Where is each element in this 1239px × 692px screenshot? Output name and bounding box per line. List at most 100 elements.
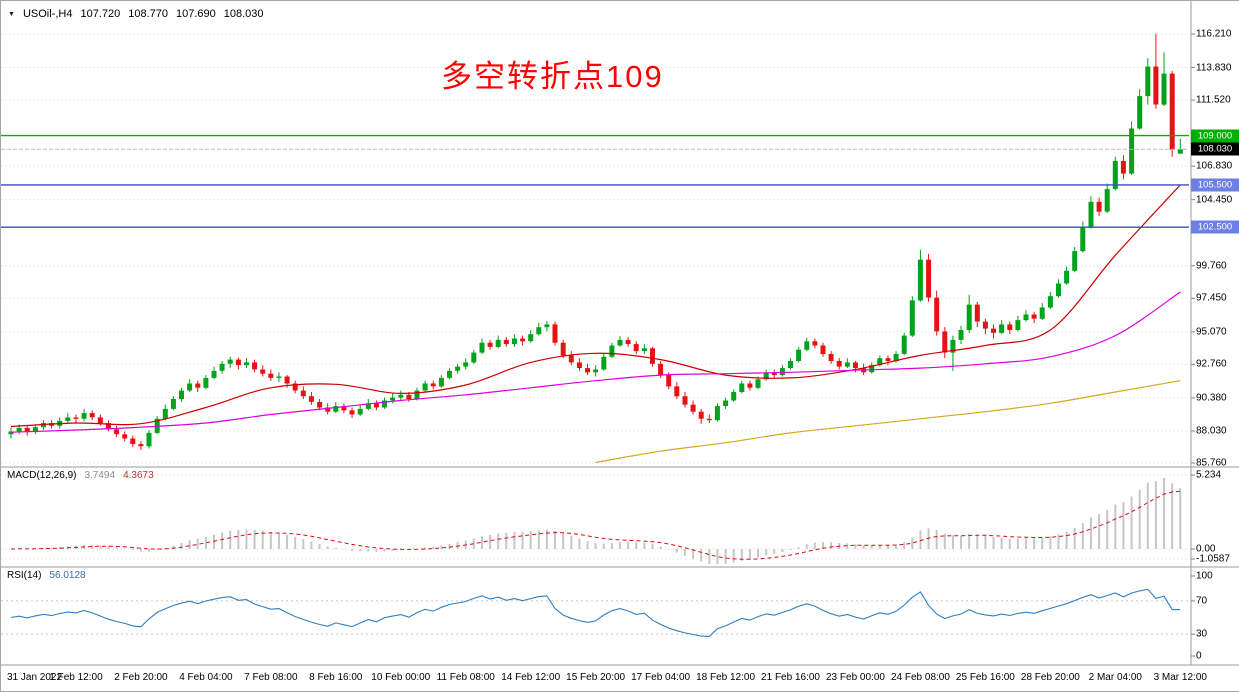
candle-body xyxy=(658,363,664,376)
candle-body xyxy=(771,372,777,376)
candle-body xyxy=(1112,160,1118,190)
candle-body xyxy=(609,345,615,357)
price-tick-label: 99.760 xyxy=(1196,260,1227,272)
candle-body xyxy=(430,383,436,387)
candle-body xyxy=(130,438,136,445)
candle-body xyxy=(796,349,802,361)
candle-body xyxy=(747,383,753,388)
candle-body xyxy=(934,297,940,332)
x-axis-label: 17 Feb 04:00 xyxy=(631,672,691,683)
rsi-line xyxy=(10,588,1181,637)
candle-body xyxy=(788,361,793,368)
rsi-tick-label: 100 xyxy=(1196,570,1213,582)
candle-body xyxy=(1007,324,1013,330)
candle-body xyxy=(276,376,282,378)
candle-body xyxy=(593,369,599,373)
candle-body xyxy=(308,396,314,402)
hline-price-tag: 102.500 xyxy=(1191,220,1239,234)
candle-body xyxy=(16,427,22,432)
candle-body xyxy=(528,334,534,342)
price-tick-label: 113.830 xyxy=(1196,62,1232,74)
price-tick-label: 104.450 xyxy=(1196,194,1233,206)
macd-main-value: 3.7494 xyxy=(84,470,116,481)
candle-body xyxy=(1088,201,1094,228)
candle-body xyxy=(268,373,274,378)
candle-body xyxy=(853,362,858,368)
candle-body xyxy=(1153,66,1159,105)
macd-signal-line xyxy=(10,490,1181,560)
candle-body xyxy=(804,341,810,350)
candle-body xyxy=(779,368,785,376)
candle-body xyxy=(1096,201,1102,212)
candle-body xyxy=(438,377,444,387)
rsi-tick-label: 70 xyxy=(1196,595,1208,607)
chart-menu-triangle-icon[interactable]: ▼ xyxy=(8,11,15,18)
candle-body xyxy=(146,432,152,447)
rsi-value: 56.0128 xyxy=(49,570,86,581)
price-tick-label: 97.450 xyxy=(1196,292,1227,304)
candle-body xyxy=(179,390,184,400)
candle-body xyxy=(495,339,501,347)
candle-body xyxy=(731,392,737,401)
candle-body xyxy=(187,383,193,391)
candle-body xyxy=(455,366,461,371)
candle-body xyxy=(244,362,249,366)
x-axis-label: 18 Feb 12:00 xyxy=(696,672,756,683)
candle-body xyxy=(1056,283,1061,297)
candle-body xyxy=(674,386,680,397)
candle-body xyxy=(869,365,875,373)
candle-body xyxy=(1047,296,1053,308)
candle-body xyxy=(641,348,647,352)
candle-body xyxy=(65,417,71,421)
candle-body xyxy=(1177,149,1183,154)
macd-signal-value: 4.3673 xyxy=(123,470,154,481)
quote-high: 108.770 xyxy=(128,8,168,20)
chart-annotation-text: 多空转折点109 xyxy=(441,59,664,94)
candle-body xyxy=(698,411,704,419)
candle-body xyxy=(739,383,745,392)
candle-body xyxy=(227,359,233,364)
candle-body xyxy=(479,342,485,353)
candle-body xyxy=(682,396,688,405)
candle-body xyxy=(991,328,996,333)
candle-body xyxy=(463,362,469,367)
candle-body xyxy=(999,324,1005,333)
candle-body xyxy=(585,368,590,373)
candle-body xyxy=(1169,73,1175,150)
macd-tick-label: 5.234 xyxy=(1196,469,1222,481)
x-axis-label: 1 Feb 12:00 xyxy=(49,672,103,683)
candle-body xyxy=(706,418,712,421)
macd-name: MACD(12,26,9) xyxy=(7,470,77,481)
price-tick-label: 106.830 xyxy=(1196,160,1233,172)
candle-body xyxy=(73,417,79,419)
candle-body xyxy=(828,354,834,361)
candle-body xyxy=(341,406,347,411)
rsi-tick-label: 0 xyxy=(1196,650,1202,662)
candle-body xyxy=(1064,270,1070,284)
candle-body xyxy=(1023,314,1029,321)
candle-body xyxy=(252,362,258,370)
candle-body xyxy=(966,304,972,330)
x-axis-label: 14 Feb 12:00 xyxy=(501,672,561,683)
candle-body xyxy=(503,339,509,345)
x-axis-label: 23 Feb 00:00 xyxy=(826,672,885,683)
hline-price-tag: 109.000 xyxy=(1191,129,1239,143)
candle-body xyxy=(1039,307,1045,319)
price-tick-label: 92.760 xyxy=(1196,358,1227,370)
candle-body xyxy=(901,335,907,354)
x-axis-label: 28 Feb 20:00 xyxy=(1020,672,1080,683)
candle-body xyxy=(844,362,850,367)
candle-body xyxy=(950,339,956,353)
candle-body xyxy=(292,383,298,391)
candle-body xyxy=(97,417,103,423)
candle-body xyxy=(917,259,923,301)
candle-body xyxy=(1031,314,1037,319)
candle-body xyxy=(926,259,932,298)
candle-body xyxy=(617,339,623,346)
candle-body xyxy=(625,339,631,345)
macd-tick-label: 0.00 xyxy=(1196,543,1216,555)
candle-body xyxy=(893,354,899,361)
candle-body xyxy=(877,358,883,366)
candle-body xyxy=(520,338,526,342)
